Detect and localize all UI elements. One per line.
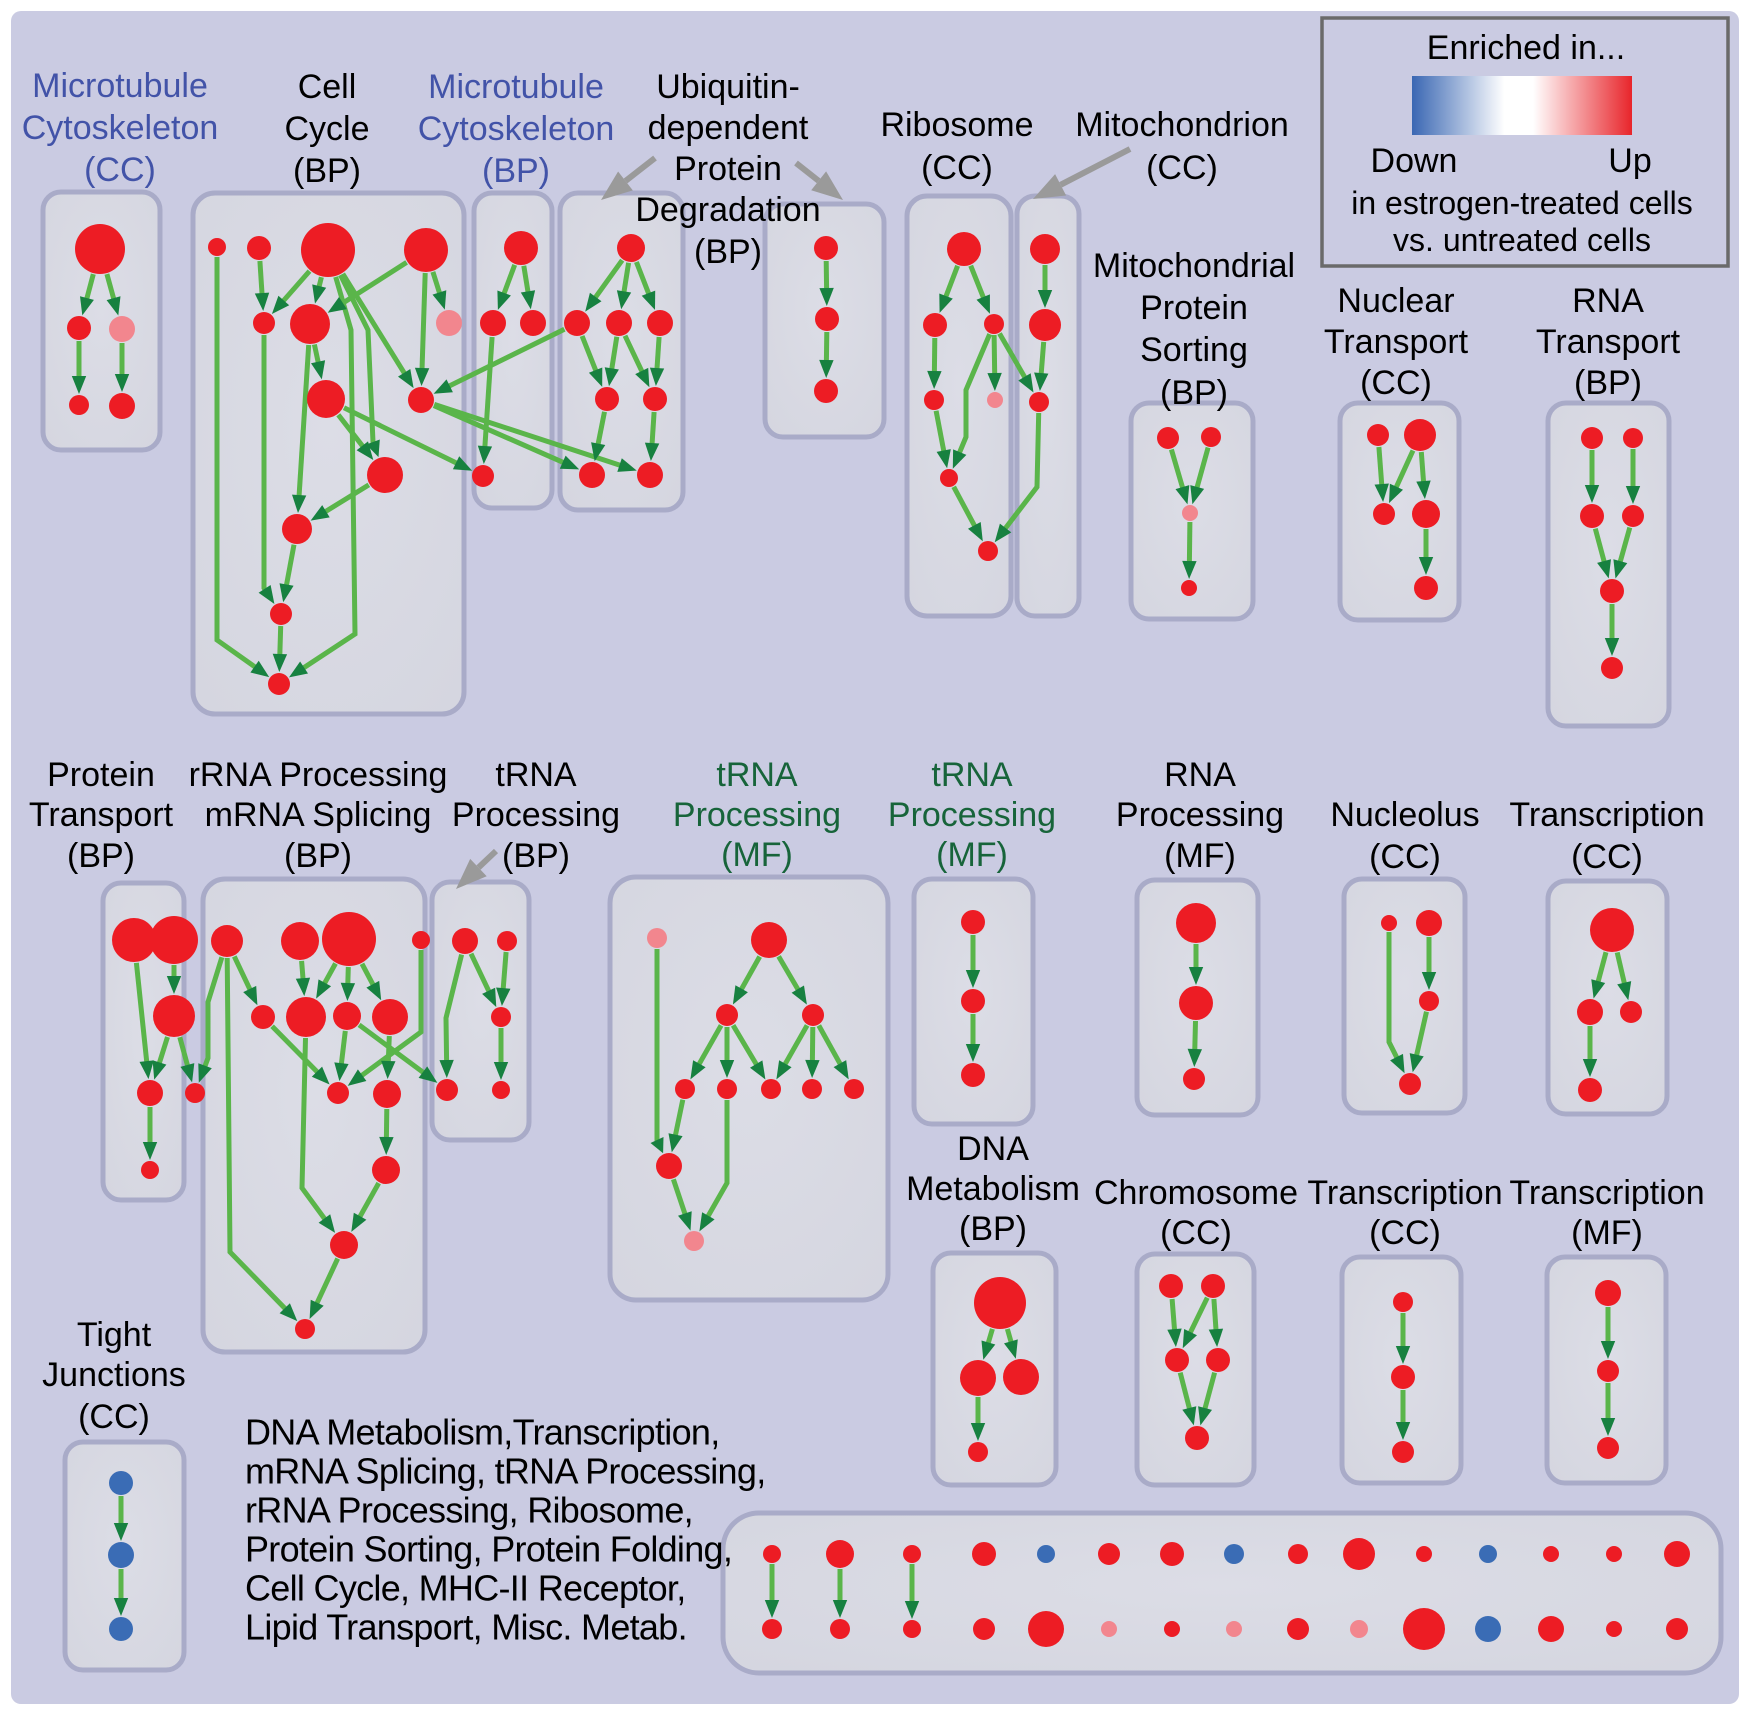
svg-text:in estrogen-treated cells: in estrogen-treated cells — [1351, 185, 1693, 221]
svg-text:(BP): (BP) — [959, 1210, 1027, 1248]
svg-text:(CC): (CC) — [921, 149, 993, 187]
svg-text:(CC): (CC) — [1571, 838, 1643, 876]
svg-text:(BP): (BP) — [502, 837, 570, 875]
svg-text:tRNA: tRNA — [931, 756, 1013, 794]
svg-text:Protein: Protein — [674, 150, 782, 188]
svg-text:Processing: Processing — [1116, 796, 1284, 834]
svg-text:rRNA Processing, Ribosome,: rRNA Processing, Ribosome, — [245, 1490, 693, 1531]
svg-text:(MF): (MF) — [936, 836, 1008, 874]
svg-text:(BP): (BP) — [1160, 374, 1228, 412]
svg-text:(BP): (BP) — [284, 837, 352, 875]
svg-text:Cytoskeleton: Cytoskeleton — [418, 110, 615, 148]
svg-text:mRNA Splicing, tRNA Processing: mRNA Splicing, tRNA Processing, — [245, 1451, 766, 1492]
svg-text:Tight: Tight — [77, 1316, 152, 1354]
svg-text:Chromosome: Chromosome — [1094, 1174, 1298, 1212]
svg-text:(BP): (BP) — [67, 837, 135, 875]
svg-text:Lipid Transport, Misc. Metab.: Lipid Transport, Misc. Metab. — [245, 1607, 687, 1648]
svg-text:Protein: Protein — [1140, 289, 1248, 327]
svg-text:(MF): (MF) — [1571, 1214, 1643, 1252]
svg-text:RNA: RNA — [1164, 756, 1236, 794]
svg-text:Sorting: Sorting — [1140, 331, 1248, 369]
svg-text:Transport: Transport — [1324, 323, 1469, 361]
svg-text:(CC): (CC) — [1369, 838, 1441, 876]
svg-text:tRNA: tRNA — [495, 756, 577, 794]
svg-text:tRNA: tRNA — [716, 756, 798, 794]
svg-text:Processing: Processing — [452, 796, 620, 834]
svg-text:Transport: Transport — [29, 796, 174, 834]
svg-text:Ribosome: Ribosome — [880, 106, 1033, 144]
svg-text:Protein Sorting, Protein Foldi: Protein Sorting, Protein Folding, — [245, 1529, 732, 1570]
svg-text:(BP): (BP) — [1574, 364, 1642, 402]
svg-text:Cycle: Cycle — [284, 110, 369, 148]
svg-text:(CC): (CC) — [84, 151, 156, 189]
svg-text:Transcription: Transcription — [1509, 1174, 1704, 1212]
svg-text:Enriched in...: Enriched in... — [1427, 29, 1625, 67]
svg-text:(MF): (MF) — [1164, 837, 1236, 875]
svg-text:Processing: Processing — [673, 796, 841, 834]
svg-text:DNA: DNA — [957, 1130, 1029, 1168]
svg-text:(BP): (BP) — [482, 152, 550, 190]
svg-text:(CC): (CC) — [1160, 1214, 1232, 1252]
svg-text:Junctions: Junctions — [42, 1356, 186, 1394]
svg-text:Protein: Protein — [47, 756, 155, 794]
svg-text:(BP): (BP) — [694, 233, 762, 271]
svg-text:Mitochondrion: Mitochondrion — [1075, 106, 1289, 144]
svg-text:Nuclear: Nuclear — [1337, 282, 1454, 320]
svg-text:Cell: Cell — [298, 68, 357, 106]
svg-text:(MF): (MF) — [721, 836, 793, 874]
svg-text:Down: Down — [1371, 142, 1458, 180]
svg-text:Ubiquitin-: Ubiquitin- — [656, 68, 800, 106]
svg-text:Degradation: Degradation — [635, 191, 820, 229]
svg-text:(CC): (CC) — [78, 1398, 150, 1436]
svg-text:DNA Metabolism,Transcription,: DNA Metabolism,Transcription, — [245, 1412, 720, 1453]
svg-text:Mitochondrial: Mitochondrial — [1093, 247, 1295, 285]
svg-text:Cytoskeleton: Cytoskeleton — [22, 109, 219, 147]
svg-text:Metabolism: Metabolism — [906, 1170, 1080, 1208]
svg-text:Transcription: Transcription — [1509, 796, 1704, 834]
svg-text:Microtubule: Microtubule — [32, 67, 208, 105]
svg-text:Up: Up — [1608, 142, 1651, 180]
svg-text:Cell Cycle, MHC-II Receptor,: Cell Cycle, MHC-II Receptor, — [245, 1568, 686, 1609]
svg-text:Nucleolus: Nucleolus — [1330, 796, 1479, 834]
svg-text:Transcription: Transcription — [1307, 1174, 1502, 1212]
svg-text:Transport: Transport — [1536, 323, 1681, 361]
svg-text:RNA: RNA — [1572, 282, 1644, 320]
svg-text:vs. untreated cells: vs. untreated cells — [1393, 222, 1651, 258]
svg-text:(CC): (CC) — [1146, 149, 1218, 187]
svg-text:(BP): (BP) — [293, 152, 361, 190]
svg-text:mRNA Splicing: mRNA Splicing — [205, 796, 432, 834]
svg-text:Microtubule: Microtubule — [428, 68, 604, 106]
svg-text:(CC): (CC) — [1369, 1214, 1441, 1252]
svg-text:rRNA Processing: rRNA Processing — [189, 756, 448, 794]
svg-text:dependent: dependent — [648, 109, 809, 147]
svg-text:Processing: Processing — [888, 796, 1056, 834]
svg-text:(CC): (CC) — [1360, 364, 1432, 402]
